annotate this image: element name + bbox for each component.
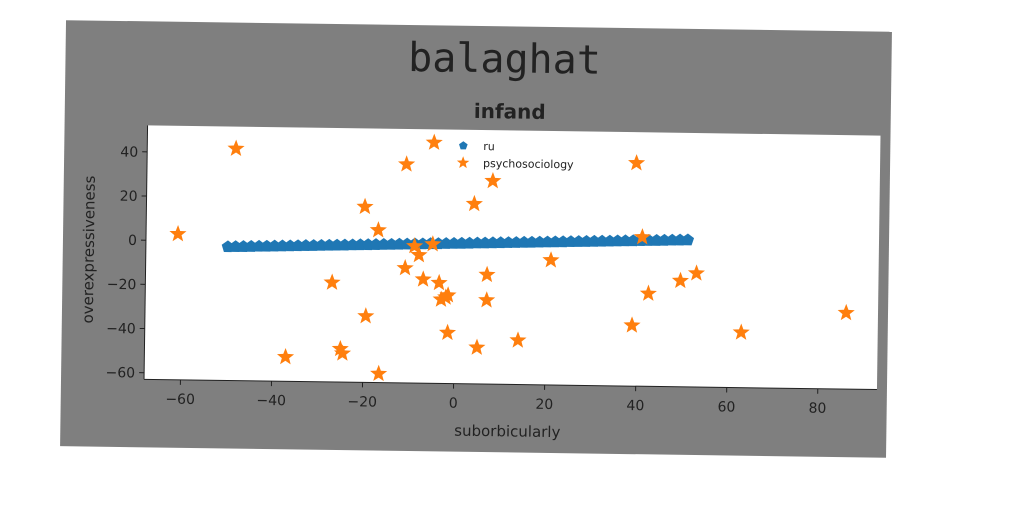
x-tick-label: −60 bbox=[165, 392, 195, 408]
figure-canvas: balaghat infand −60 −40 −20 0 20 40 60 80 40 20 0… bbox=[60, 20, 892, 457]
y-tick-label: −20 bbox=[107, 277, 137, 293]
legend-label-ru: ru bbox=[483, 140, 495, 153]
x-tick-label: −20 bbox=[347, 394, 377, 410]
chart-title: infand bbox=[474, 99, 546, 124]
y-tick-label: −60 bbox=[105, 365, 135, 381]
x-tick-label: 0 bbox=[449, 396, 458, 412]
y-axis-label: overexpressiveness bbox=[79, 175, 99, 323]
x-tick-label: 60 bbox=[717, 399, 735, 415]
y-tick-label: 0 bbox=[128, 233, 137, 249]
y-tick-label: −40 bbox=[106, 321, 136, 337]
x-tick-label: 20 bbox=[535, 397, 553, 413]
legend-label-psychosociology: psychosociology bbox=[483, 157, 574, 171]
x-tick-label: 80 bbox=[808, 401, 826, 417]
x-tick-label: 40 bbox=[626, 398, 644, 414]
figure-suptitle: balaghat bbox=[408, 35, 601, 84]
x-axis-label: suborbicularly bbox=[454, 422, 561, 441]
y-tick-label: 40 bbox=[120, 144, 138, 160]
x-tick-label: −40 bbox=[256, 393, 286, 409]
y-tick-label: 20 bbox=[120, 189, 138, 205]
